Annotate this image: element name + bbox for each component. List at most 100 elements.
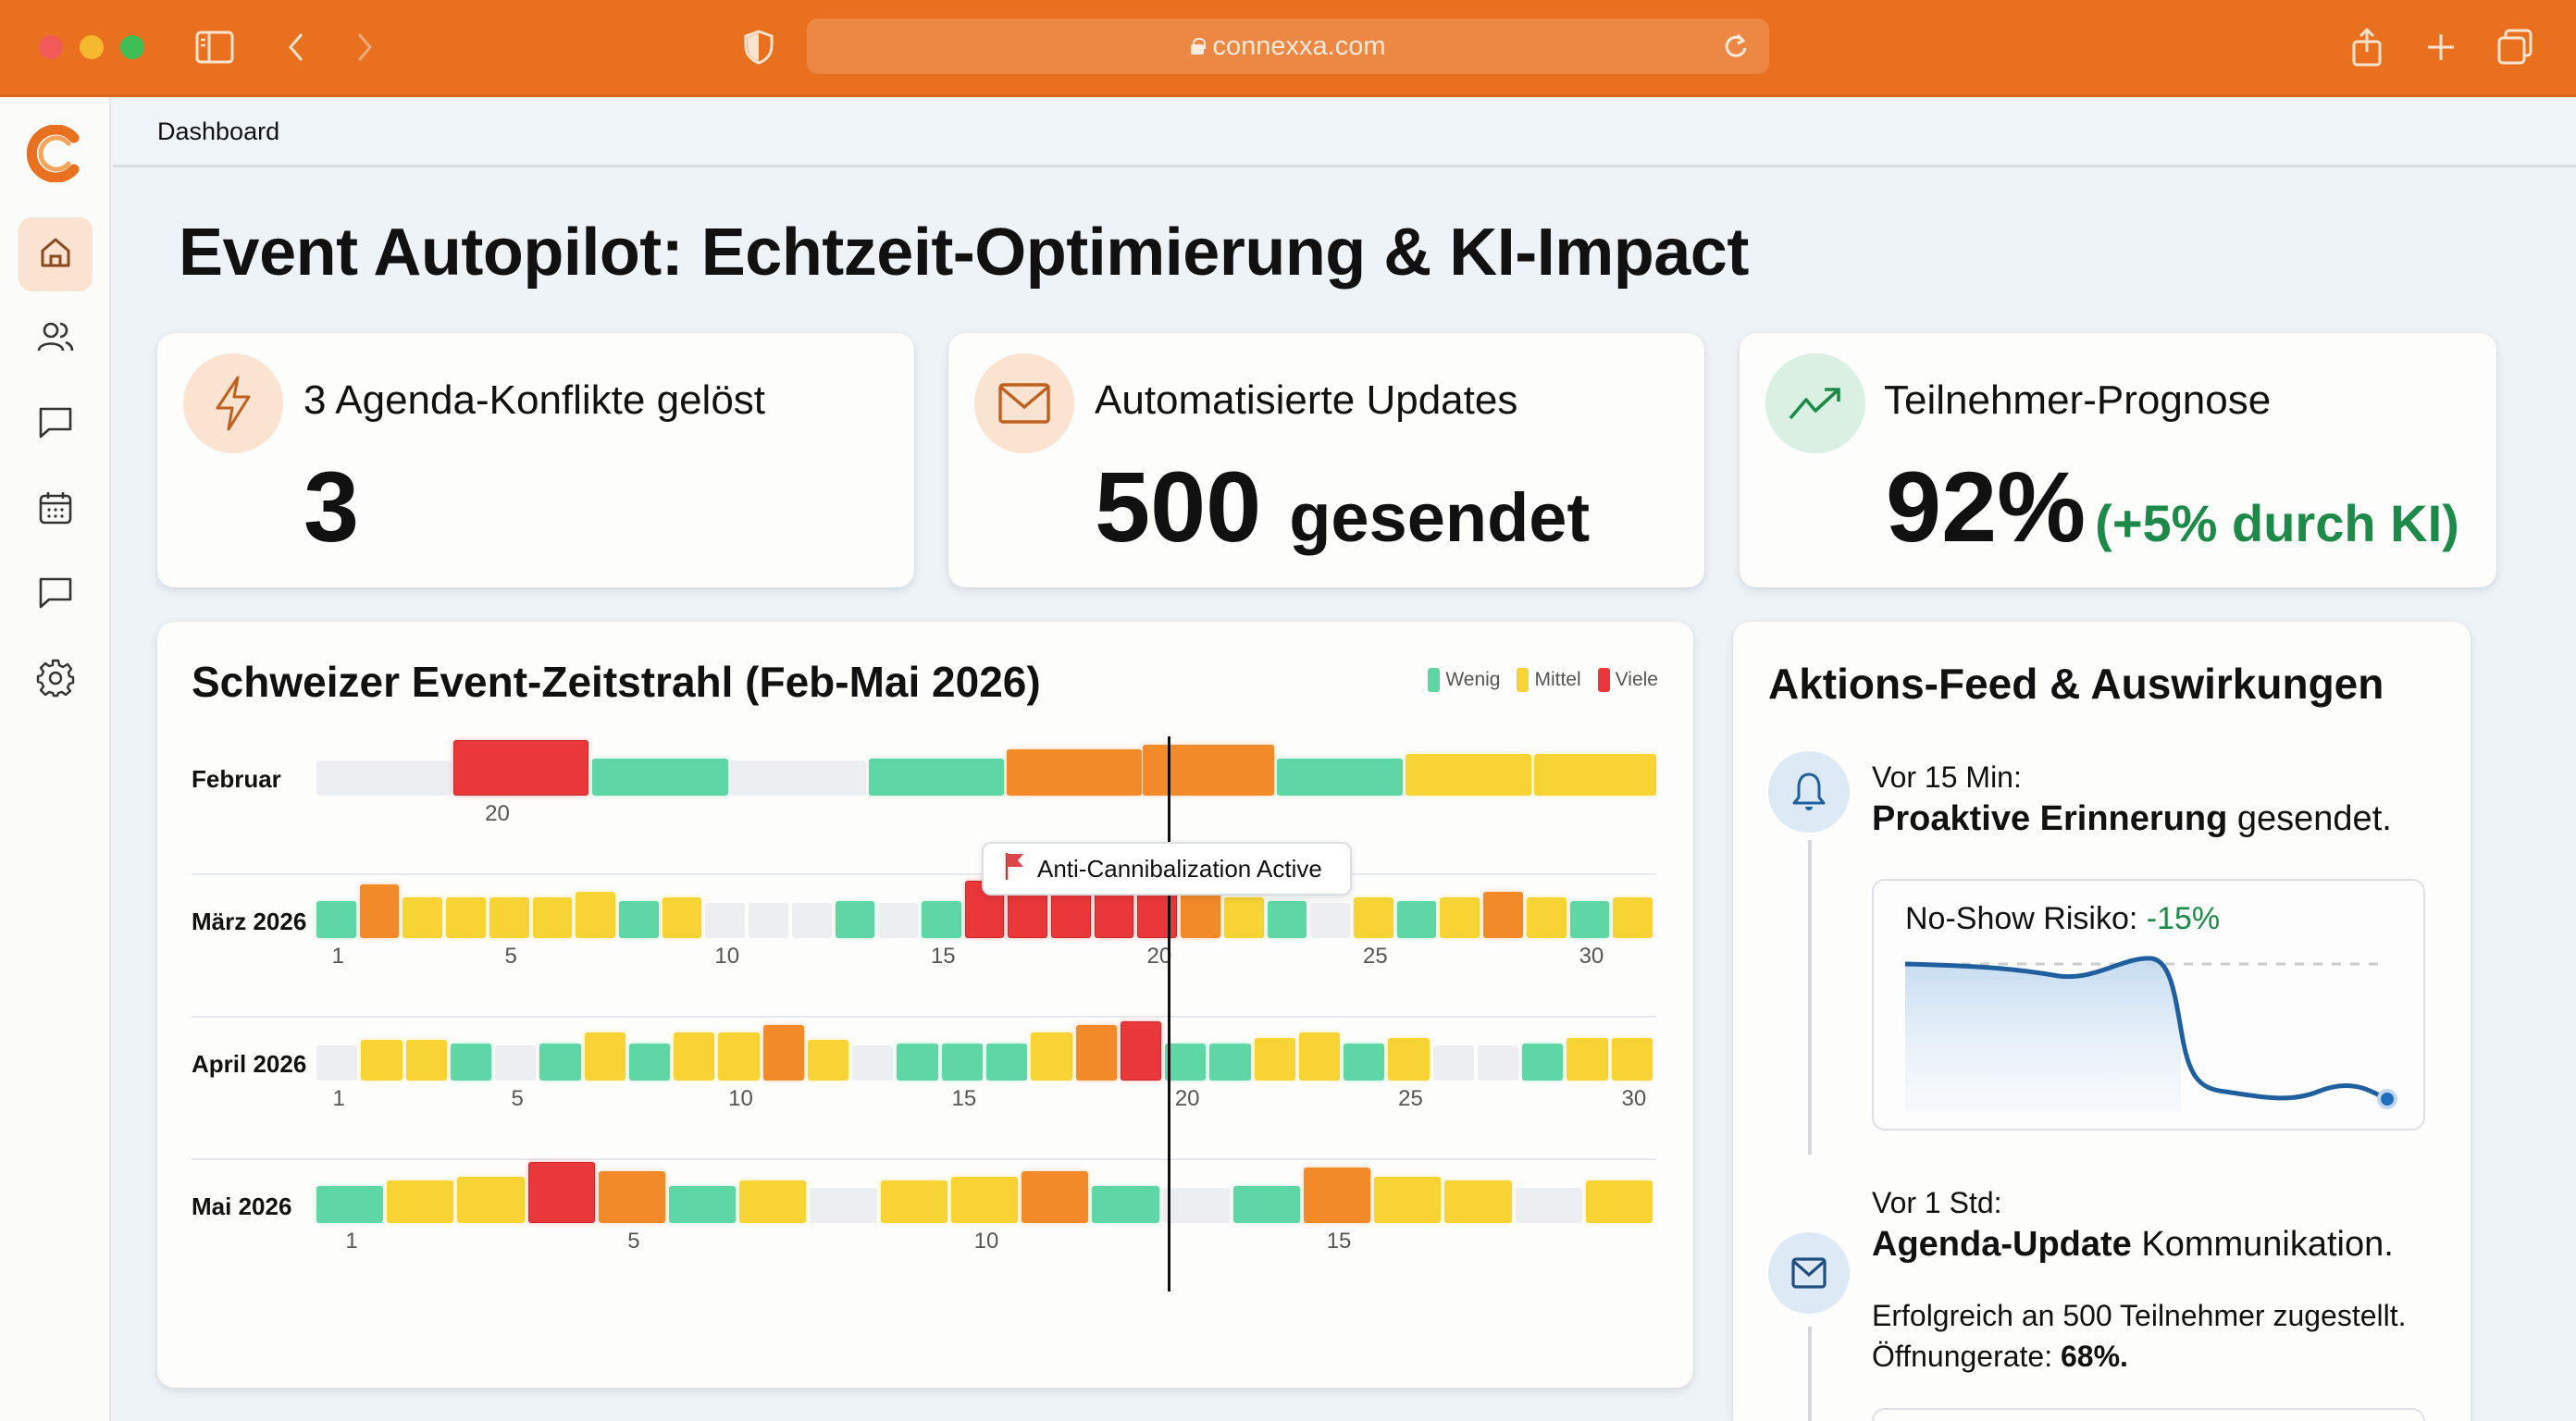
timeline-day-cell[interactable] [718, 1032, 760, 1081]
sidebar-item-users[interactable] [19, 303, 93, 377]
timeline-day-cell[interactable] [359, 884, 400, 938]
timeline-day-cell[interactable] [1432, 1045, 1474, 1081]
timeline-day-cell[interactable] [1396, 901, 1437, 938]
timeline-cell[interactable] [730, 760, 866, 796]
timeline-day-cell[interactable] [669, 1186, 737, 1223]
timeline-day-cell[interactable] [405, 1040, 447, 1081]
timeline-day-cell[interactable] [662, 897, 702, 938]
no-show-risk-chart[interactable]: No-Show Risiko: -15% [1872, 879, 2425, 1131]
timeline-day-cell[interactable] [986, 1044, 1028, 1081]
timeline-day-cell[interactable] [387, 1180, 454, 1223]
timeline-day-cell[interactable] [1374, 1177, 1442, 1223]
timeline-day-cell[interactable] [316, 1045, 358, 1081]
kpi-card-forecast[interactable]: Teilnehmer-Prognose 92% (+5% durch KI) [1740, 333, 2496, 587]
timeline-day-cell[interactable] [1569, 901, 1610, 938]
timeline-day-cell[interactable] [450, 1044, 492, 1081]
timeline-day-cell[interactable] [446, 897, 486, 938]
timeline-day-cell[interactable] [628, 1044, 671, 1081]
shield-icon[interactable] [740, 26, 777, 68]
kpi-card-updates[interactable]: Automatisierte Updates 500 gesendet [948, 333, 1704, 587]
sidebar-item-messages[interactable] [19, 388, 93, 462]
timeline-cell[interactable] [868, 759, 1004, 796]
timeline-day-cell[interactable] [1354, 897, 1393, 938]
timeline-day-cell[interactable] [532, 897, 573, 938]
timeline-day-cell[interactable] [1483, 892, 1523, 938]
timeline-cell[interactable] [1277, 759, 1404, 796]
timeline-day-cell[interactable] [1613, 897, 1653, 938]
timeline-cell[interactable] [1143, 745, 1275, 796]
timeline-day-cell[interactable] [584, 1032, 625, 1081]
timeline-day-cell[interactable] [361, 1040, 402, 1081]
timeline-day-cell[interactable] [674, 1032, 715, 1081]
sidebar-item-settings[interactable] [19, 643, 93, 717]
timeline-day-cell[interactable] [1526, 897, 1567, 938]
timeline-day-cell[interactable] [527, 1162, 595, 1223]
timeline-day-cell[interactable] [941, 1044, 983, 1081]
timeline-day-cell[interactable] [495, 1045, 537, 1081]
kpi-card-conflicts[interactable]: 3 Agenda-Konflikte gelöst 3 [157, 333, 914, 587]
timeline-day-cell[interactable] [1444, 1180, 1512, 1223]
timeline-cell[interactable] [592, 759, 728, 796]
timeline-day-cell[interactable] [749, 903, 788, 938]
new-tab-icon[interactable] [2422, 26, 2459, 68]
feed-item-text[interactable]: Proaktive Erinnerung gesendet. [1872, 799, 2392, 838]
timeline-day-cell[interactable] [807, 1040, 849, 1081]
connexxa-logo[interactable] [26, 124, 83, 183]
timeline-day-cell[interactable] [316, 1186, 384, 1223]
timeline-day-cell[interactable] [457, 1177, 525, 1223]
timeline-day-cell[interactable] [852, 1045, 894, 1081]
breadcrumb[interactable]: Dashboard [157, 117, 280, 145]
close-window-button[interactable] [39, 35, 63, 59]
timeline-day-cell[interactable] [1388, 1038, 1430, 1081]
timeline-day-cell[interactable] [402, 897, 443, 938]
timeline-day-cell[interactable] [489, 897, 529, 938]
timeline-day-cell[interactable] [576, 892, 615, 938]
timeline-day-cell[interactable] [880, 1180, 947, 1223]
timeline-day-cell[interactable] [1344, 1044, 1385, 1081]
sidebar-item-calendar[interactable] [19, 473, 93, 547]
timeline-day-cell[interactable] [1181, 892, 1220, 938]
timeline-day-cell[interactable] [1567, 1038, 1608, 1081]
timeline-day-cell[interactable] [1254, 1038, 1295, 1081]
timeline-day-cell[interactable] [1267, 901, 1307, 938]
sidebar-item-home[interactable] [19, 217, 93, 291]
timeline-day-cell[interactable] [705, 903, 746, 938]
timeline-cell[interactable] [1006, 749, 1142, 796]
timeline-day-cell[interactable] [1223, 897, 1264, 938]
timeline-day-cell[interactable] [1120, 1021, 1162, 1081]
maximize-window-button[interactable] [120, 35, 144, 59]
feed-item-text[interactable]: Agenda-Update Kommunikation. [1872, 1225, 2394, 1264]
tabs-overview-icon[interactable] [2495, 26, 2535, 68]
timeline-day-cell[interactable] [950, 1177, 1019, 1223]
sidebar-item-comments[interactable] [19, 558, 93, 632]
timeline-day-cell[interactable] [878, 903, 918, 938]
timeline-day-cell[interactable] [316, 901, 356, 938]
timeline-day-cell[interactable] [1310, 903, 1351, 938]
timeline-cell[interactable] [316, 760, 452, 796]
timeline-day-cell[interactable] [1162, 1188, 1230, 1223]
timeline-day-cell[interactable] [1075, 1025, 1117, 1081]
timeline-day-cell[interactable] [1022, 1171, 1089, 1223]
timeline-cell[interactable] [1406, 754, 1532, 796]
timeline-day-cell[interactable] [1031, 1032, 1072, 1081]
timeline-day-cell[interactable] [1477, 1045, 1519, 1081]
timeline-day-cell[interactable] [835, 901, 875, 938]
back-icon[interactable] [279, 26, 313, 68]
forward-icon[interactable] [348, 26, 381, 68]
timeline-day-cell[interactable] [1209, 1044, 1251, 1081]
timeline-day-cell[interactable] [921, 901, 961, 938]
timeline-day-cell[interactable] [539, 1044, 581, 1081]
timeline-day-cell[interactable] [1165, 1044, 1207, 1081]
reload-icon[interactable] [1723, 31, 1749, 68]
minimize-window-button[interactable] [80, 35, 104, 59]
sidebar-toggle-icon[interactable] [192, 26, 237, 68]
timeline-cell[interactable] [452, 740, 588, 796]
timeline-day-cell[interactable] [1515, 1188, 1582, 1223]
timeline-day-cell[interactable] [762, 1025, 804, 1081]
timeline-day-cell[interactable] [598, 1171, 666, 1223]
timeline-day-cell[interactable] [1585, 1180, 1653, 1223]
timeline-day-cell[interactable] [1611, 1038, 1653, 1081]
timeline-day-cell[interactable] [791, 903, 832, 938]
timeline-day-cell[interactable] [618, 901, 659, 938]
share-icon[interactable] [2348, 26, 2385, 68]
